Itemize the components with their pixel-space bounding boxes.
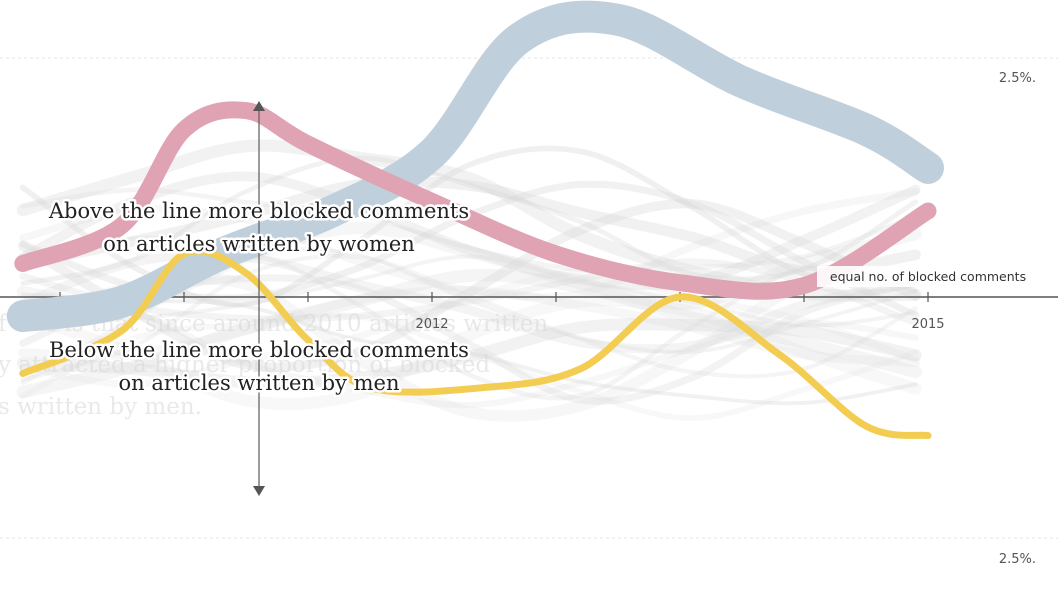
- background-line: [20, 235, 918, 355]
- background-line: [19, 308, 919, 409]
- background-line: [20, 253, 918, 382]
- x-axis-tick-label: 2012: [415, 317, 448, 332]
- arrow-head-down-icon: [253, 486, 265, 496]
- background-line: [20, 312, 919, 421]
- background-line: [20, 187, 918, 274]
- background-line: [17, 171, 921, 291]
- background-line: [20, 292, 918, 406]
- series-line-3: [19, 247, 932, 440]
- background-text-line: y attracted a higher proportion of block…: [0, 352, 490, 378]
- gridline-label-bottom: 2.5%.: [999, 552, 1036, 567]
- background-text-line: s written by men.: [0, 394, 202, 420]
- background-line: [18, 250, 921, 354]
- series-lines: [6, 0, 944, 440]
- series-line-2: [14, 101, 937, 300]
- background-line: [16, 268, 922, 399]
- background-line: [20, 254, 918, 328]
- direction-arrow: [253, 101, 265, 496]
- annotation-above-line-1: Above the line more blocked comments: [48, 199, 469, 223]
- series-line-1: [6, 0, 944, 333]
- zero-line-note-label: equal no. of blocked comments: [830, 269, 1026, 284]
- x-axis-tick-label: 2015: [911, 317, 944, 332]
- background-line: [18, 198, 921, 372]
- zero-line-note: equal no. of blocked comments: [817, 266, 1039, 287]
- annotation-below-line-2: on articles written by men: [119, 371, 400, 395]
- background-line: [16, 318, 922, 389]
- background-line: [16, 294, 922, 411]
- background-line: [17, 176, 921, 277]
- annotation-above-line-2: on articles written by women: [103, 232, 415, 256]
- background-text: f this is that since around 2010 article…: [0, 311, 548, 420]
- zero-line-note-background: [817, 266, 1039, 287]
- gridline-label-top: 2.5%.: [999, 71, 1036, 86]
- background-line: [19, 268, 920, 388]
- arrow-head-up-icon: [253, 101, 265, 111]
- annotation-below-line-1: Below the line more blocked comments: [49, 338, 469, 362]
- annotation-below: Below the line more blocked comments on …: [47, 336, 472, 398]
- background-line: [19, 188, 920, 301]
- background-line: [19, 258, 919, 327]
- background-line: [20, 155, 918, 286]
- annotation-above: Above the line more blocked comments on …: [45, 197, 471, 259]
